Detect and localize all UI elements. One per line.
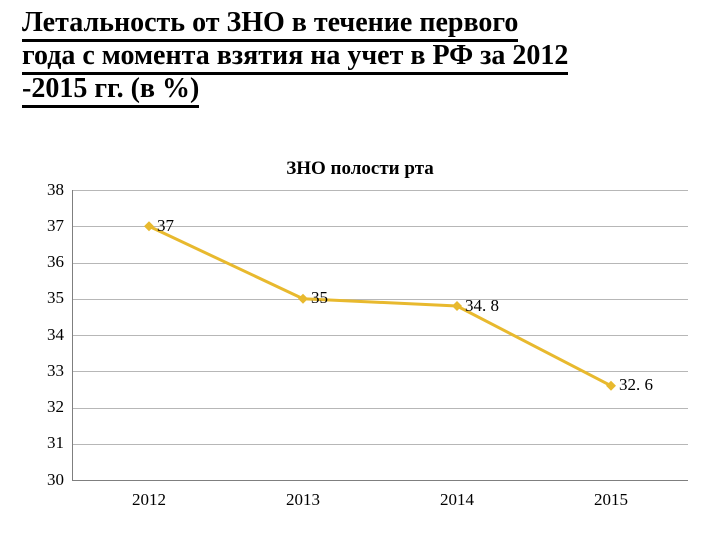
- data-label: 32. 6: [619, 375, 653, 395]
- data-label: 37: [157, 216, 174, 236]
- chart-marker: [298, 294, 308, 304]
- slide: Летальность от ЗНО в течение первогогода…: [0, 0, 720, 540]
- data-label: 34. 8: [465, 296, 499, 316]
- data-label: 35: [311, 288, 328, 308]
- chart-marker: [144, 221, 154, 231]
- chart-line: [0, 0, 720, 540]
